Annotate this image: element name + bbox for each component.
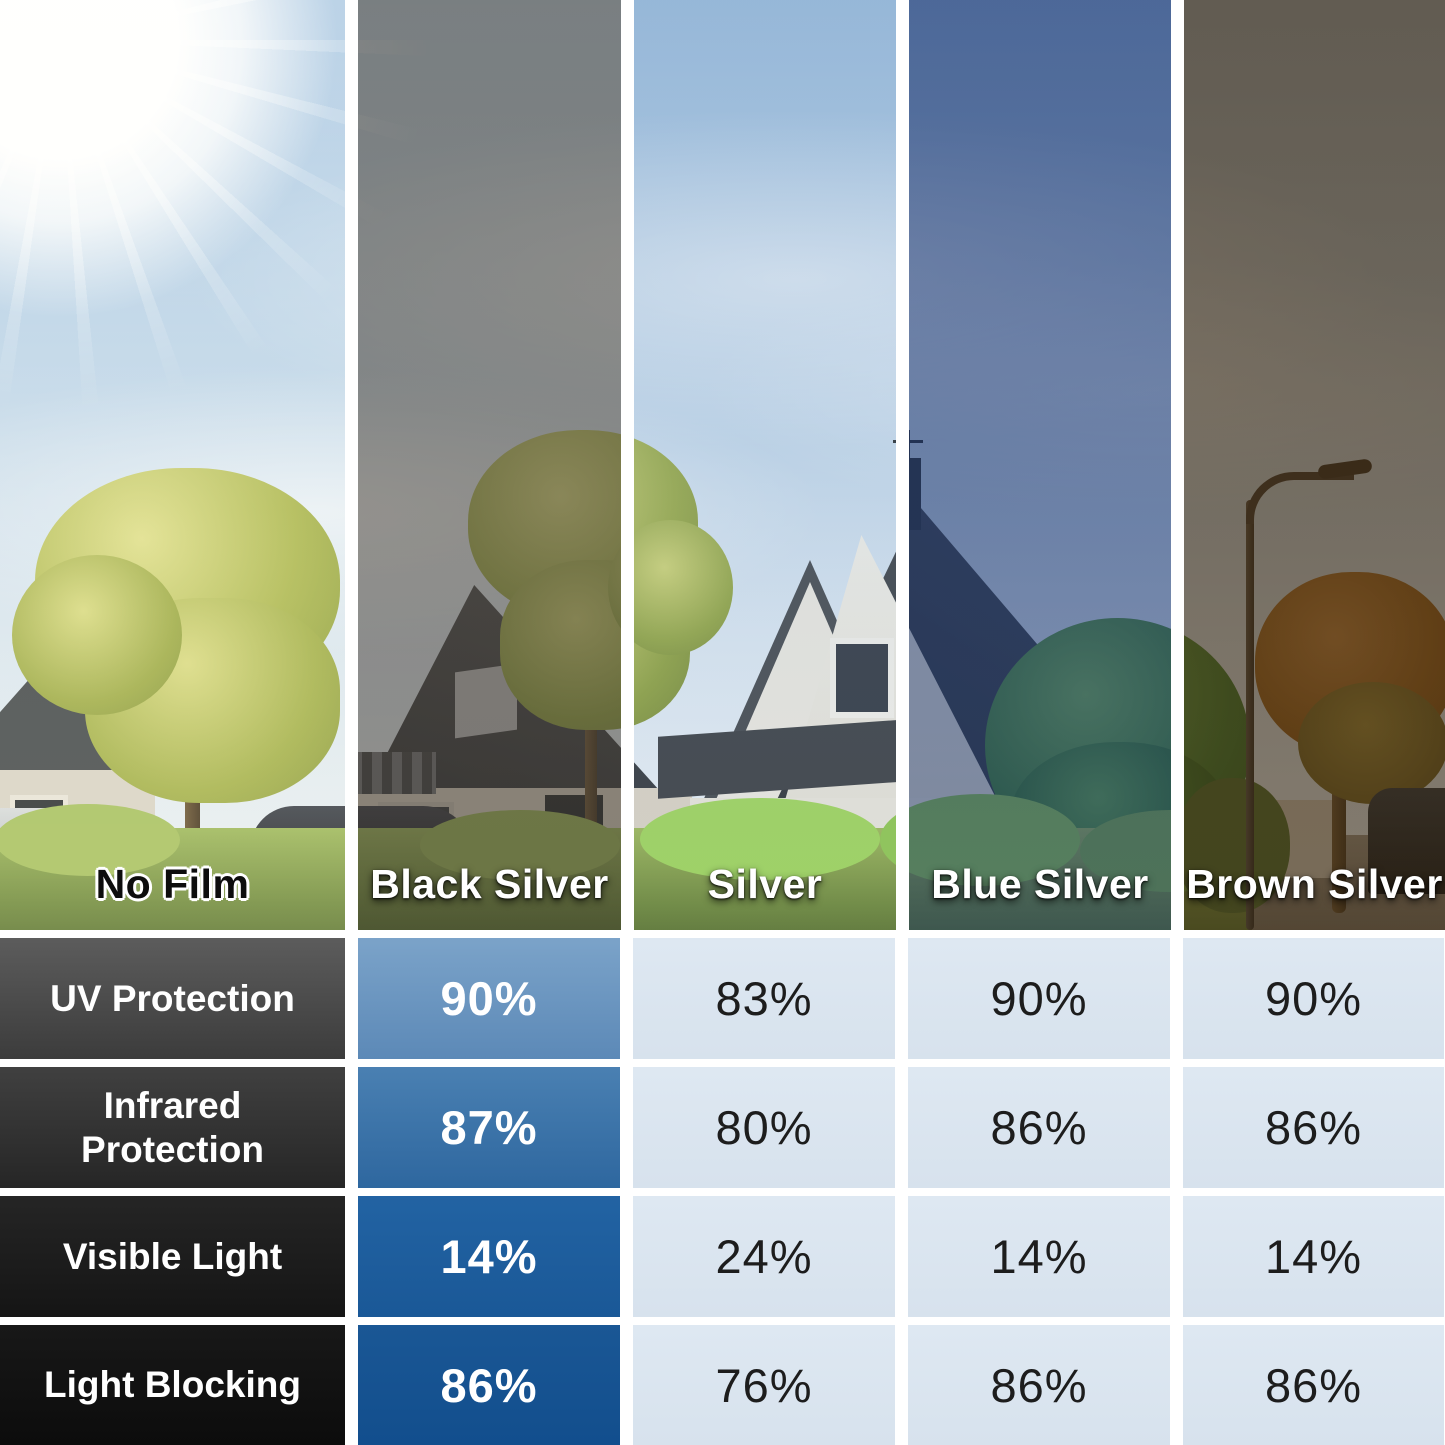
comparison-table: UV Protection 90% 83% 90% 90% Infrared P… [0, 938, 1445, 1445]
tint-overlay-blue-silver [909, 0, 1171, 930]
scene-viewport [634, 0, 896, 930]
film-label-blue-silver: Blue Silver [931, 861, 1149, 907]
film-strip-black-silver: Black Silver [358, 0, 621, 930]
row-label-light-blocking: Light Blocking [0, 1325, 345, 1445]
visible-light-brown-silver-value: 14% [1183, 1196, 1444, 1317]
weather-vane-cross [893, 440, 896, 443]
uv-protection-brown-silver-value: 90% [1183, 938, 1444, 1059]
uv-protection-black-silver-value: 90% [358, 938, 620, 1059]
row-label-visible-light: Visible Light [0, 1196, 345, 1317]
film-label-brown-silver: Brown Silver [1186, 861, 1443, 907]
bush [0, 804, 180, 876]
infrared-protection-black-silver-value: 87% [358, 1067, 620, 1188]
tint-overlay-silver [634, 0, 896, 930]
row-label-infrared-protection: Infrared Protection [0, 1067, 345, 1188]
visible-light-black-silver-value: 14% [358, 1196, 620, 1317]
film-strip-brown-silver: Brown Silver [1184, 0, 1445, 930]
uv-protection-silver-value: 83% [633, 938, 895, 1059]
infrared-protection-blue-silver-value: 86% [908, 1067, 1170, 1188]
tint-overlay-no-film [0, 0, 345, 930]
film-strip-blue-silver: Blue Silver [909, 0, 1171, 930]
film-strip-no-film: No Film [0, 0, 345, 930]
infrared-protection-silver-value: 80% [633, 1067, 895, 1188]
tint-overlay-brown-silver [1184, 0, 1445, 930]
light-blocking-silver-value: 76% [633, 1325, 895, 1445]
tint-overlay-black-silver [358, 0, 621, 930]
uv-protection-blue-silver-value: 90% [908, 938, 1170, 1059]
tree-foliage [12, 555, 182, 715]
scene-viewport [0, 0, 345, 930]
street-scene [0, 0, 345, 930]
visible-light-blue-silver-value: 14% [908, 1196, 1170, 1317]
film-label-silver: Silver [707, 861, 823, 907]
film-label-black-silver: Black Silver [370, 861, 609, 907]
bush [640, 798, 880, 880]
light-blocking-black-silver-value: 86% [358, 1325, 620, 1445]
visible-light-silver-value: 24% [633, 1196, 895, 1317]
gable-window [830, 638, 894, 718]
infrared-protection-brown-silver-value: 86% [1183, 1067, 1444, 1188]
row-label-uv-protection: UV Protection [0, 938, 345, 1059]
tree-foliage [634, 520, 733, 655]
light-blocking-brown-silver-value: 86% [1183, 1325, 1444, 1445]
photo-comparison: No Film [0, 0, 1445, 930]
film-label-no-film: No Film [95, 861, 250, 907]
light-blocking-blue-silver-value: 86% [908, 1325, 1170, 1445]
street-scene [634, 0, 896, 930]
film-strip-silver: Silver [634, 0, 896, 930]
